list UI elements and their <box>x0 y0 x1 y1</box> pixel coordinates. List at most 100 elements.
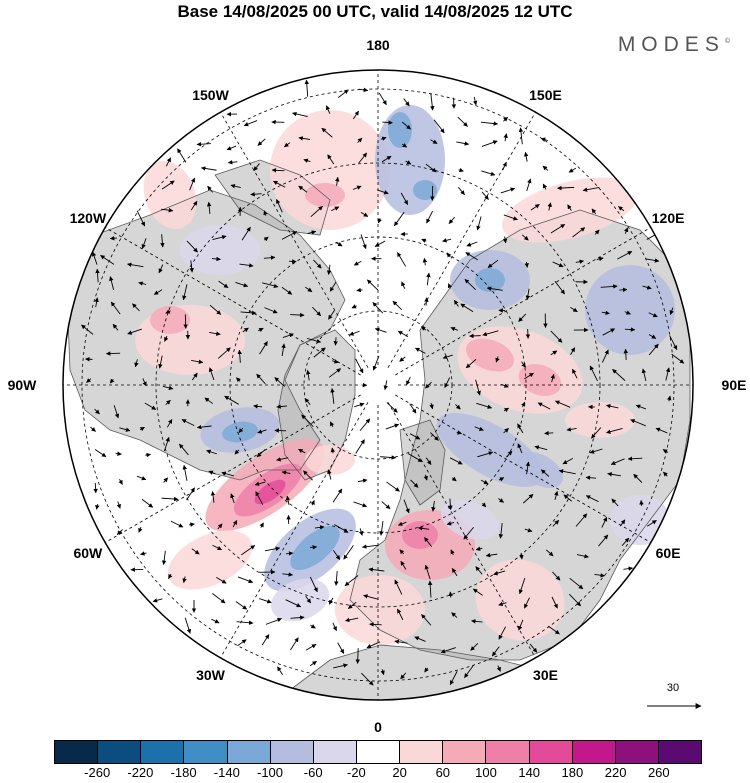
wind-vector <box>207 185 213 193</box>
wind-vector <box>168 574 173 580</box>
wind-vector <box>112 323 119 331</box>
wind-vector <box>381 155 392 163</box>
wind-vector <box>451 612 458 618</box>
wind-vector <box>226 145 237 151</box>
meridian <box>395 227 651 376</box>
wind-vector <box>136 210 146 227</box>
wind-vector <box>671 353 685 364</box>
wind-vector <box>208 470 216 475</box>
wind-vector <box>403 98 410 107</box>
wind-vector <box>552 261 564 268</box>
colorbar-tick-label: 20 <box>392 765 407 780</box>
wind-vector <box>669 335 678 351</box>
colorbar-cell <box>442 741 486 763</box>
wind-vector <box>392 300 402 310</box>
wind-vector <box>325 105 331 114</box>
wind-vector <box>274 377 285 387</box>
longitude-label: 30W <box>196 667 225 684</box>
wind-vector <box>409 403 417 414</box>
wind-vector <box>585 495 599 503</box>
wind-vector <box>327 469 332 480</box>
colorbar-cell <box>269 741 313 763</box>
wind-vector <box>236 620 254 625</box>
wind-vector <box>456 141 470 146</box>
wind-vector <box>402 143 408 148</box>
wind-vector <box>481 191 489 200</box>
wind-vector <box>355 439 365 454</box>
coastline <box>399 419 446 506</box>
wind-vector <box>503 427 509 434</box>
colorbar-cell <box>614 741 658 763</box>
wind-vector <box>550 330 563 343</box>
anomaly-contour <box>254 479 286 505</box>
wind-vector <box>235 601 248 610</box>
anomaly-contour <box>585 265 675 355</box>
wind-vector <box>503 116 509 122</box>
wind-vector <box>95 268 100 283</box>
wind-vector <box>567 204 572 211</box>
wind-vector <box>442 354 453 360</box>
wind-vector <box>349 330 360 336</box>
wind-vector <box>457 186 465 195</box>
anomaly-contour <box>402 521 438 549</box>
wind-vector <box>328 597 334 605</box>
wind-vector <box>236 377 241 383</box>
wind-vector <box>284 142 291 148</box>
wind-vector <box>331 206 340 212</box>
wind-vector <box>524 372 534 380</box>
wind-vector <box>189 522 195 527</box>
wind-vector <box>645 258 660 263</box>
wind-vector <box>307 230 317 235</box>
wind-vector <box>458 167 464 173</box>
wind-vector <box>361 544 379 549</box>
wind-vector <box>200 166 217 171</box>
wind-vector <box>521 361 526 368</box>
wind-vector <box>563 494 573 502</box>
wind-vector <box>333 663 348 669</box>
wind-vector <box>337 642 345 654</box>
wind-vector <box>380 136 387 141</box>
wind-vector <box>537 402 551 410</box>
wind-vector <box>298 136 310 141</box>
wind-vector <box>298 185 308 193</box>
meridian <box>220 112 369 368</box>
wind-vector <box>353 501 368 508</box>
wind-vector <box>290 312 305 318</box>
wind-vector <box>164 335 169 342</box>
wind-vector <box>481 170 496 176</box>
wind-vector <box>400 192 409 205</box>
wind-vector <box>282 333 294 338</box>
wind-vector <box>298 448 306 454</box>
wind-vector <box>243 120 258 127</box>
wind-vector <box>181 419 195 427</box>
wind-vector <box>310 205 323 218</box>
wind-vector <box>424 537 433 547</box>
wind-vector <box>602 328 616 336</box>
wind-vector <box>333 337 338 346</box>
longitude-label: 90W <box>7 377 37 393</box>
colorbar-cell <box>55 741 98 763</box>
wind-vector <box>144 402 157 410</box>
anomaly-contour <box>335 575 425 645</box>
wind-vector <box>472 96 478 106</box>
wind-vector <box>386 402 398 413</box>
wind-vector <box>367 279 379 291</box>
wind-vector <box>206 449 218 455</box>
wind-vector <box>397 252 407 267</box>
wind-vector <box>105 351 121 356</box>
wind-vector <box>227 160 238 165</box>
wind-vector <box>358 152 368 164</box>
wind-vector <box>369 622 382 627</box>
colorbar-cell <box>355 741 400 763</box>
wind-vector <box>601 349 609 363</box>
colorbar-tick-label: -180 <box>170 765 197 780</box>
colorbar-tick-label: -140 <box>213 765 240 780</box>
wind-vector <box>476 216 482 231</box>
wind-vector <box>109 378 115 384</box>
wind-vector <box>153 289 163 295</box>
wind-vector <box>382 120 393 125</box>
anomaly-contour <box>305 183 345 207</box>
wind-vector <box>600 284 618 289</box>
wind-vector <box>611 498 619 507</box>
longitude-label: 60E <box>655 544 681 561</box>
